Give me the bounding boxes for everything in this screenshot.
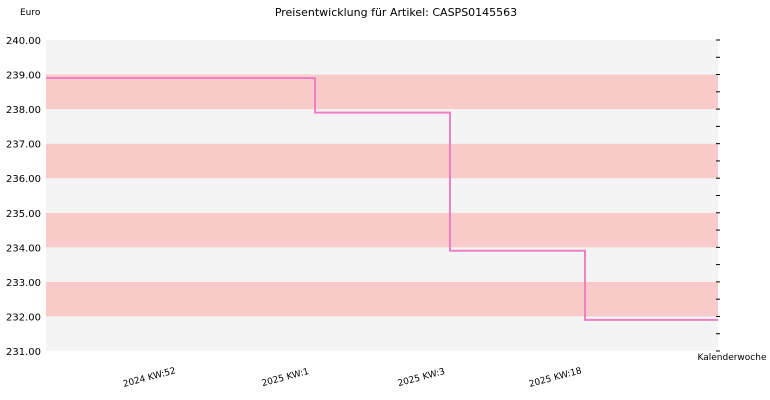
y-tick-label: 239.00 — [6, 71, 41, 82]
price-step-line — [46, 77, 718, 321]
y-tick-label: 231.00 — [6, 347, 41, 358]
y-tick-label: 235.00 — [6, 209, 41, 220]
band-pink — [46, 281, 718, 317]
band-grey — [46, 109, 718, 144]
x-tick-label: 2025 KW:18 — [528, 366, 583, 390]
y-tick-label: 234.00 — [6, 243, 41, 254]
y-tick-label: 240.00 — [6, 36, 41, 47]
band-grey — [46, 40, 718, 75]
band-grey — [46, 178, 718, 213]
band-pink — [46, 212, 718, 248]
y-tick-label: 238.00 — [6, 105, 41, 116]
x-tick-label: 2024 KW:52 — [122, 366, 177, 390]
x-tick-label: 2025 KW:1 — [261, 367, 310, 389]
x-axis-label: Kalenderwoche — [697, 353, 766, 363]
background-bands — [46, 40, 718, 351]
y-tick-label: 237.00 — [6, 140, 41, 151]
x-tick-label: 2025 KW:3 — [397, 367, 446, 389]
y-tick-label: 233.00 — [6, 278, 41, 289]
band-grey — [46, 247, 718, 282]
y-tick-label: 236.00 — [6, 174, 41, 185]
y-tick-label: 232.00 — [6, 312, 41, 323]
chart-title: Preisentwicklung für Artikel: CASPS01455… — [275, 6, 517, 19]
labels-layer: Preisentwicklung für Artikel: CASPS01455… — [20, 6, 767, 363]
band-pink — [46, 74, 718, 110]
y-axis-label: Euro — [20, 8, 41, 18]
series-layer — [46, 77, 718, 321]
band-pink — [46, 143, 718, 179]
band-grey — [46, 316, 718, 351]
